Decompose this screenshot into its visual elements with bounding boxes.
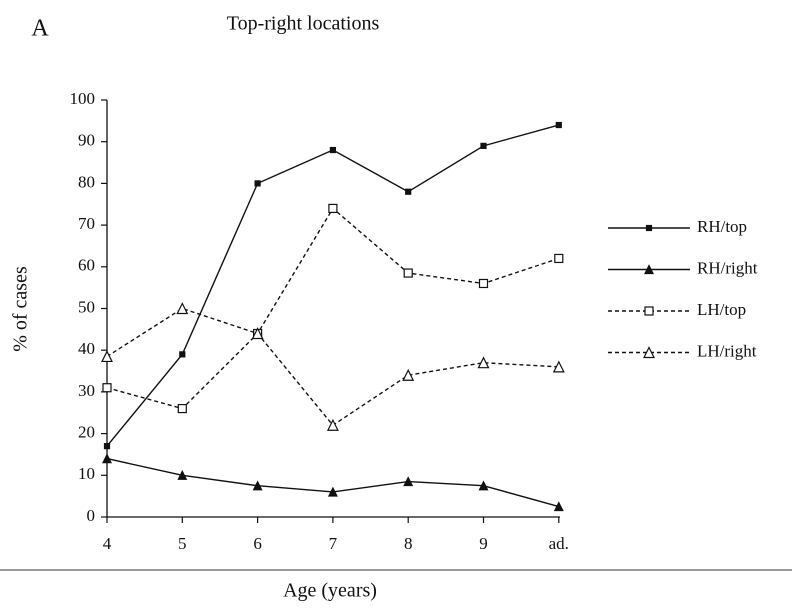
y-tick-label: 90 xyxy=(78,131,95,150)
marker xyxy=(177,403,187,414)
y-tick-label: 100 xyxy=(70,89,96,108)
marker xyxy=(478,480,489,491)
legend-label: LH/right xyxy=(697,341,757,360)
marker xyxy=(403,476,414,487)
legend-label: RH/right xyxy=(697,258,758,277)
legend-marker xyxy=(643,346,655,359)
series-line xyxy=(106,207,560,410)
series-line xyxy=(106,124,559,447)
panel-label: A xyxy=(31,16,49,42)
marker xyxy=(552,360,565,373)
marker xyxy=(101,350,113,363)
marker xyxy=(555,121,562,129)
x-axis-label: Age (years) xyxy=(283,580,377,602)
marker xyxy=(405,188,412,195)
marker xyxy=(176,302,189,315)
legend-label: LH/top xyxy=(697,300,746,319)
marker xyxy=(402,368,415,381)
y-tick-label: 0 xyxy=(87,506,96,525)
y-tick-label: 40 xyxy=(78,339,95,358)
x-tick-label: 4 xyxy=(103,534,112,553)
marker xyxy=(254,180,261,187)
y-tick-label: 60 xyxy=(78,256,95,275)
marker xyxy=(477,356,490,369)
marker xyxy=(480,142,487,149)
y-tick-label: 70 xyxy=(78,214,95,233)
marker xyxy=(179,351,186,358)
marker xyxy=(554,253,564,264)
marker xyxy=(177,469,188,480)
legend-marker xyxy=(644,306,654,316)
marker xyxy=(252,480,263,491)
marker xyxy=(403,268,413,278)
marker xyxy=(553,501,564,512)
x-tick-label: 9 xyxy=(479,534,488,553)
y-tick-label: 30 xyxy=(78,381,95,400)
y-tick-label: 20 xyxy=(78,423,95,442)
marker xyxy=(329,146,336,154)
y-tick-label: 10 xyxy=(78,464,95,483)
legend-marker xyxy=(645,224,653,232)
marker xyxy=(251,327,264,340)
series-line xyxy=(106,307,559,427)
marker xyxy=(326,418,339,431)
marker xyxy=(328,203,338,214)
y-axis-label: % of cases xyxy=(10,266,32,352)
x-tick-label: 6 xyxy=(253,534,262,553)
x-tick-label: ad. xyxy=(549,534,569,553)
y-tick-label: 50 xyxy=(78,297,95,316)
series-line xyxy=(106,457,559,508)
chart-title: Top-right locations xyxy=(227,13,380,35)
legend-label: RH/top xyxy=(697,217,747,236)
x-tick-label: 8 xyxy=(404,534,413,553)
x-tick-label: 5 xyxy=(178,534,187,553)
marker xyxy=(327,486,338,497)
legend-marker xyxy=(644,264,654,275)
x-tick-label: 7 xyxy=(329,534,338,553)
marker xyxy=(103,443,111,450)
y-tick-label: 80 xyxy=(78,172,95,191)
marker xyxy=(478,278,489,289)
marker xyxy=(102,383,112,393)
marker xyxy=(102,453,112,464)
